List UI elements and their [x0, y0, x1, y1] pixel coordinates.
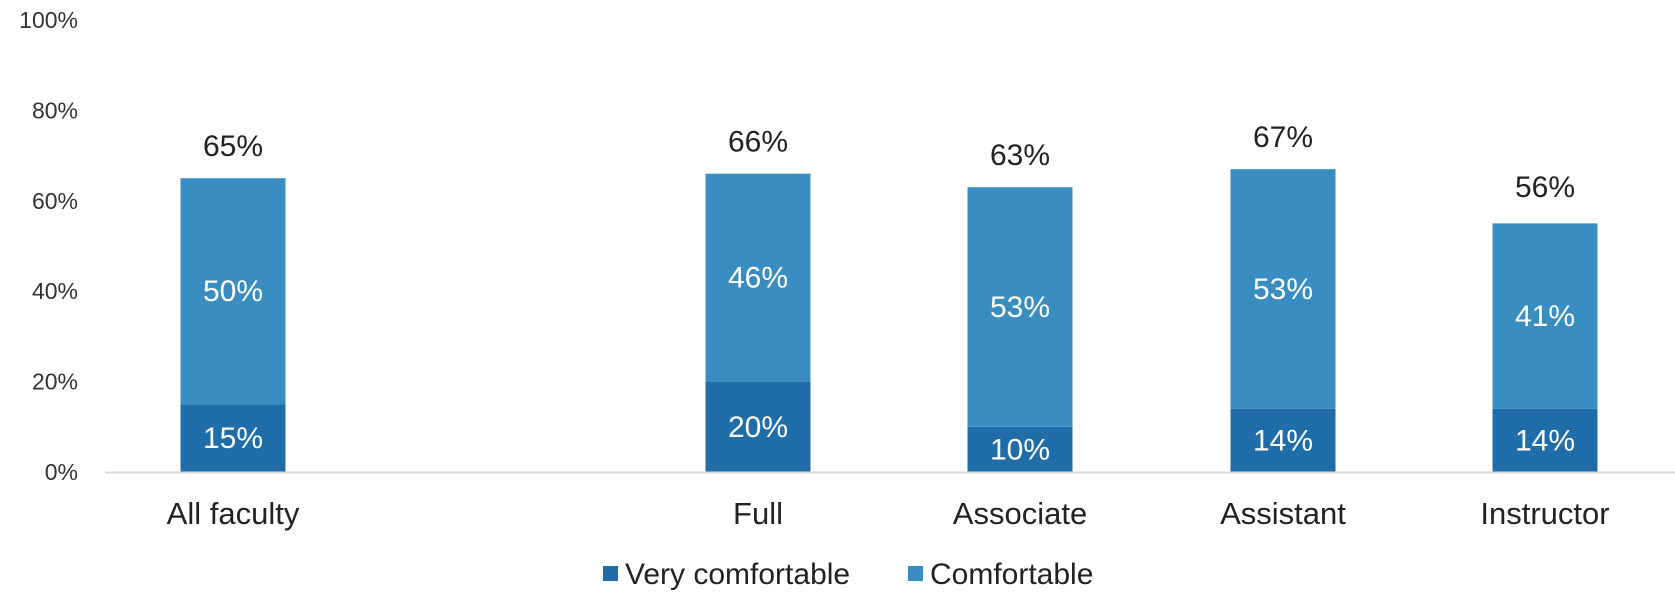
legend-label: Comfortable: [930, 558, 1093, 590]
legend-swatch: [908, 566, 923, 581]
data-label: 53%: [990, 291, 1050, 324]
data-label: 14%: [1515, 424, 1575, 457]
y-tick-label: 100%: [19, 7, 78, 33]
legend-item: Comfortable: [908, 558, 1093, 591]
data-label: 50%: [203, 275, 263, 308]
data-label: 10%: [990, 433, 1050, 466]
bar-stack: 14% 53% 67%: [1230, 121, 1336, 472]
bar-stack: 14% 41% 56%: [1492, 171, 1598, 472]
legend-label: Very comfortable: [625, 558, 850, 590]
x-tick-label: Instructor: [1480, 496, 1609, 531]
data-label: 14%: [1253, 424, 1313, 457]
x-tick-label: Full: [733, 496, 783, 531]
data-label: 15%: [203, 422, 263, 455]
legend: Very comfortable Comfortable: [603, 558, 1093, 591]
bars-group: 15% 50% 65% 20% 46% 66% 10% 53% 63% 14% 53% 67% 14% 4…: [180, 121, 1598, 472]
bar-segment-very-comfortable: [1230, 408, 1336, 472]
bar-segment-very-comfortable: [1492, 408, 1598, 472]
data-label: 46%: [728, 262, 788, 295]
bar-segment-comfortable: [180, 178, 286, 405]
data-label: 53%: [1253, 273, 1313, 306]
y-tick-label: 20%: [32, 369, 78, 395]
legend-swatch: [603, 566, 618, 581]
bar-segment-very-comfortable: [705, 381, 811, 472]
y-axis: 0% 20% 40% 60% 80% 100%: [19, 7, 78, 485]
bar-stack: 15% 50% 65%: [180, 130, 286, 472]
data-label: 20%: [728, 411, 788, 444]
total-label: 67%: [1253, 121, 1313, 154]
x-tick-label: Associate: [953, 496, 1087, 531]
x-axis: All faculty Full Associate Assistant Instruc…: [105, 471, 1675, 531]
total-label: 66%: [728, 126, 788, 159]
y-tick-label: 40%: [32, 278, 78, 304]
x-tick-label: All faculty: [167, 496, 300, 531]
bar-stack: 10% 53% 63%: [967, 139, 1073, 472]
data-label: 41%: [1515, 300, 1575, 333]
total-label: 56%: [1515, 171, 1575, 204]
y-tick-label: 60%: [32, 188, 78, 214]
bar-segment-very-comfortable: [180, 404, 286, 472]
x-tick-label: Assistant: [1220, 496, 1346, 531]
bar-segment-comfortable: [967, 187, 1073, 427]
y-tick-label: 0%: [45, 459, 78, 485]
bar-segment-comfortable: [1492, 223, 1598, 409]
bar-stack: 20% 46% 66%: [705, 126, 811, 472]
y-tick-label: 80%: [32, 97, 78, 123]
total-label: 65%: [203, 130, 263, 163]
bar-segment-comfortable: [1230, 169, 1336, 409]
bar-segment-comfortable: [705, 173, 811, 382]
bar-segment-very-comfortable: [967, 426, 1073, 472]
total-label: 63%: [990, 139, 1050, 172]
legend-item: Very comfortable: [603, 558, 850, 591]
